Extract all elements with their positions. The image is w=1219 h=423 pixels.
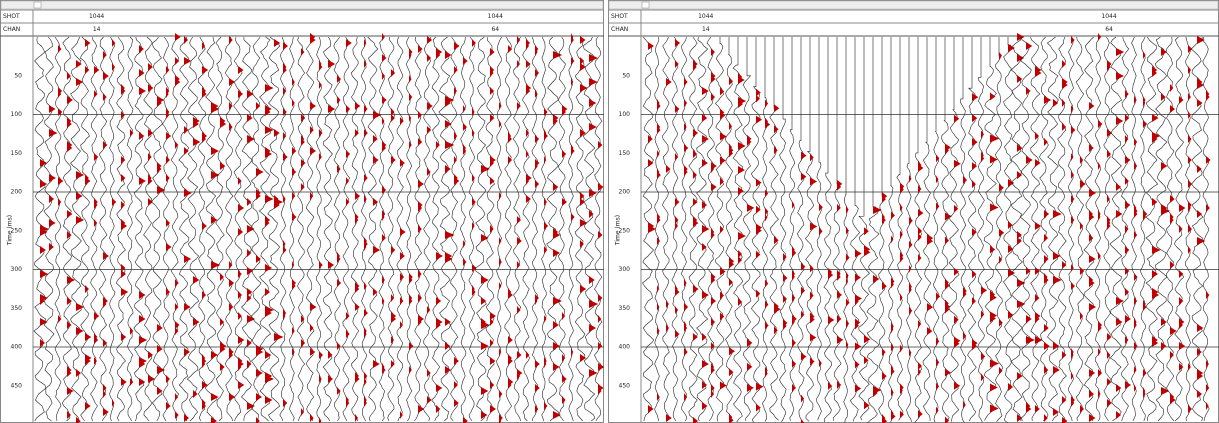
time-tick-label: 450 (11, 382, 23, 389)
top-strip (1, 1, 603, 9)
strip-button (34, 2, 41, 8)
time-tick-label: 300 (619, 266, 631, 273)
time-tick-label: 100 (619, 111, 631, 118)
time-tick-label: 100 (11, 111, 23, 118)
time-tick-label: 150 (619, 150, 631, 157)
strip-button (642, 2, 649, 8)
time-tick-label: 150 (11, 150, 23, 157)
chan-label: CHAN (3, 26, 20, 33)
time-tick-label: 50 (14, 72, 22, 79)
time-tick-label: 250 (11, 227, 23, 234)
time-tick-label: 450 (619, 382, 631, 389)
seismic-viewer: SHOTCHAN104414104464Time (ms)50100150200… (0, 0, 1219, 423)
shot-value: 1044 (1101, 13, 1116, 20)
chan-value: 14 (702, 26, 710, 33)
time-tick-label: 400 (619, 344, 631, 351)
time-tick-label: 350 (11, 305, 23, 312)
time-tick-label: 400 (11, 344, 23, 351)
shot-value: 1044 (698, 13, 713, 20)
time-tick-label: 200 (11, 189, 23, 196)
time-tick-label: 50 (622, 72, 630, 79)
time-tick-label: 200 (619, 189, 631, 196)
chan-value: 14 (93, 26, 101, 33)
top-strip (609, 1, 1218, 9)
time-tick-label: 300 (11, 266, 23, 273)
shot-value: 1044 (488, 13, 503, 20)
time-tick-label: 250 (619, 227, 631, 234)
chan-label: CHAN (611, 26, 628, 33)
chan-value: 64 (491, 26, 499, 33)
chan-value: 64 (1105, 26, 1113, 33)
time-tick-label: 350 (619, 305, 631, 312)
shot-label: SHOT (3, 13, 20, 20)
shot-label: SHOT (611, 13, 628, 20)
shot-value: 1044 (89, 13, 104, 20)
